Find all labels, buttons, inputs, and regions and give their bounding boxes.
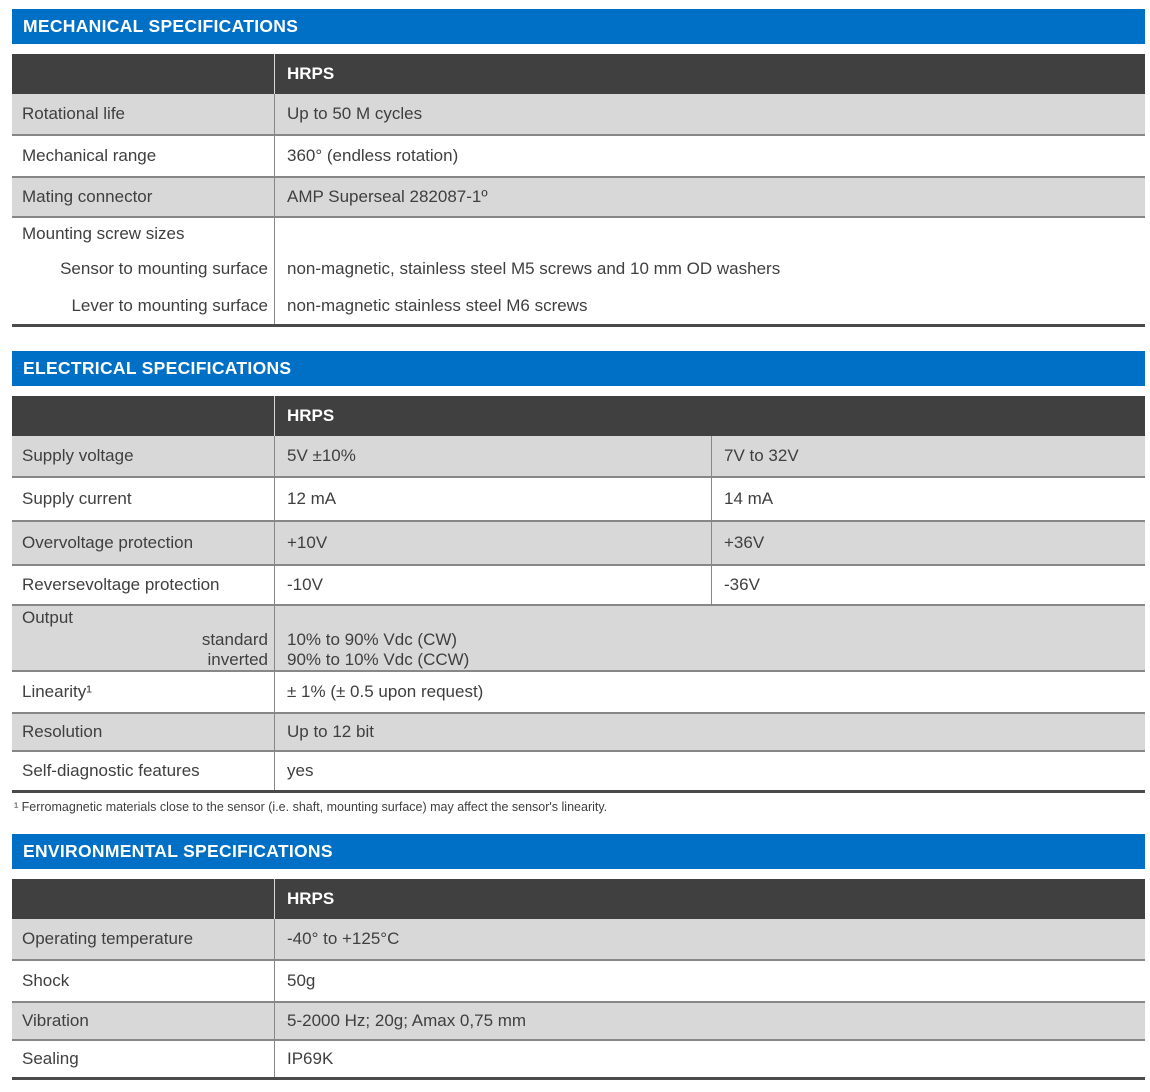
- row-value: non-magnetic, stainless steel M5 screws …: [287, 259, 781, 278]
- table-row: Operating temperature -40° to +125°C: [12, 919, 1145, 959]
- row-label: Overvoltage protection: [22, 533, 194, 552]
- row-label: Shock: [22, 971, 70, 990]
- column-header-hrps: HRPS: [274, 54, 1145, 94]
- row-value: 50g: [274, 961, 1145, 1001]
- section-title: ENVIRONMENTAL SPECIFICATIONS: [23, 841, 333, 861]
- row-value: non-magnetic stainless steel M6 screws: [287, 296, 588, 315]
- row-value: Up to 12 bit: [274, 714, 1145, 750]
- row-sublabel: standard: [201, 630, 268, 649]
- row-label: Supply voltage: [22, 446, 134, 465]
- row-label: Self-diagnostic features: [22, 761, 200, 780]
- row-value-1: +10V: [274, 522, 711, 564]
- column-header-hrps: HRPS: [274, 879, 1145, 919]
- section-header-electrical: ELECTRICAL SPECIFICATIONS: [12, 351, 1145, 386]
- row-value-empty: [275, 218, 1145, 250]
- table-header-row: HRPS: [12, 879, 1145, 919]
- row-value-1: 12 mA: [274, 478, 711, 520]
- row-label: Operating temperature: [22, 929, 194, 948]
- row-sublabel: Sensor to mounting surface: [60, 259, 268, 278]
- section-title: ELECTRICAL SPECIFICATIONS: [23, 358, 292, 378]
- row-value: Up to 50 M cycles: [274, 94, 1145, 134]
- row-value-2: -36V: [711, 566, 1145, 604]
- linearity-footnote: ¹ Ferromagnetic materials close to the s…: [14, 800, 608, 814]
- datasheet-page: MECHANICAL SPECIFICATIONS HRPS Rotationa…: [12, 0, 1145, 1080]
- table-header-row: HRPS: [12, 396, 1145, 436]
- section-header-environmental: ENVIRONMENTAL SPECIFICATIONS: [12, 834, 1145, 869]
- section-header-mechanical: MECHANICAL SPECIFICATIONS: [12, 9, 1145, 44]
- row-label: Linearity¹: [22, 682, 92, 701]
- row-value-group: 10% to 90% Vdc (CW) 90% to 10% Vdc (CCW): [274, 606, 1145, 670]
- table-row: Shock 50g: [12, 959, 1145, 1001]
- row-label: Mating connector: [22, 187, 153, 206]
- row-value: 90% to 10% Vdc (CCW): [287, 650, 470, 669]
- row-label: Mounting screw sizes: [22, 224, 185, 243]
- table-row: Mechanical range 360° (endless rotation): [12, 134, 1145, 176]
- section-title: MECHANICAL SPECIFICATIONS: [23, 16, 299, 36]
- column-header-hrps: HRPS: [274, 396, 1145, 436]
- header-empty-cell: [12, 396, 274, 436]
- row-value: AMP Superseal 282087-1º: [274, 178, 1145, 216]
- row-label: Sealing: [22, 1049, 79, 1068]
- row-label-group: Mounting screw sizes Sensor to mounting …: [12, 218, 274, 324]
- row-label: Output: [22, 608, 74, 627]
- row-label-group: Output standard inverted: [12, 606, 274, 670]
- row-value: 10% to 90% Vdc (CW): [287, 630, 458, 649]
- row-sublabel: inverted: [207, 650, 268, 669]
- row-label: Reversevoltage protection: [22, 575, 220, 594]
- table-row: Resolution Up to 12 bit: [12, 712, 1145, 750]
- header-empty-cell: [12, 879, 274, 919]
- row-value-1: 5V ±10%: [274, 436, 711, 476]
- row-value-1: -10V: [274, 566, 711, 604]
- row-value: 5-2000 Hz; 20g; Amax 0,75 mm: [274, 1003, 1145, 1039]
- row-value: -40° to +125°C: [274, 919, 1145, 959]
- row-value-2: 7V to 32V: [711, 436, 1145, 476]
- table-row: Sealing IP69K: [12, 1039, 1145, 1077]
- table-row: Mating connector AMP Superseal 282087-1º: [12, 176, 1145, 216]
- table-row: Reversevoltage protection -10V -36V: [12, 564, 1145, 604]
- environmental-table: HRPS Operating temperature -40° to +125°…: [12, 879, 1145, 1080]
- row-value: 360° (endless rotation): [274, 136, 1145, 176]
- table-row-output: Output standard inverted 10% to 90% Vdc …: [12, 604, 1145, 670]
- table-row-mounting-screws: Mounting screw sizes Sensor to mounting …: [12, 216, 1145, 324]
- row-value-2: +36V: [711, 522, 1145, 564]
- row-label: Supply current: [22, 489, 132, 508]
- electrical-table: HRPS Supply voltage 5V ±10% 7V to 32V Su…: [12, 396, 1145, 793]
- header-empty-cell: [12, 54, 274, 94]
- table-row: Supply voltage 5V ±10% 7V to 32V: [12, 436, 1145, 476]
- table-row: Supply current 12 mA 14 mA: [12, 476, 1145, 520]
- row-value: IP69K: [274, 1041, 1145, 1077]
- row-label: Resolution: [22, 722, 103, 741]
- table-header-row: HRPS: [12, 54, 1145, 94]
- table-row: Vibration 5-2000 Hz; 20g; Amax 0,75 mm: [12, 1001, 1145, 1039]
- row-label: Mechanical range: [22, 146, 157, 165]
- row-value-2: 14 mA: [711, 478, 1145, 520]
- row-label: Vibration: [22, 1011, 89, 1030]
- row-value-group: non-magnetic, stainless steel M5 screws …: [274, 218, 1145, 324]
- table-row: Self-diagnostic features yes: [12, 750, 1145, 790]
- row-value-empty: [275, 606, 1145, 630]
- table-row: Overvoltage protection +10V +36V: [12, 520, 1145, 564]
- table-row: Linearity¹ ± 1% (± 0.5 upon request): [12, 670, 1145, 712]
- row-value: ± 1% (± 0.5 upon request): [274, 672, 1145, 712]
- row-value: yes: [274, 752, 1145, 790]
- row-sublabel: Lever to mounting surface: [71, 296, 268, 315]
- table-row: Rotational life Up to 50 M cycles: [12, 94, 1145, 134]
- mechanical-table: HRPS Rotational life Up to 50 M cycles M…: [12, 54, 1145, 327]
- row-label: Rotational life: [22, 104, 126, 123]
